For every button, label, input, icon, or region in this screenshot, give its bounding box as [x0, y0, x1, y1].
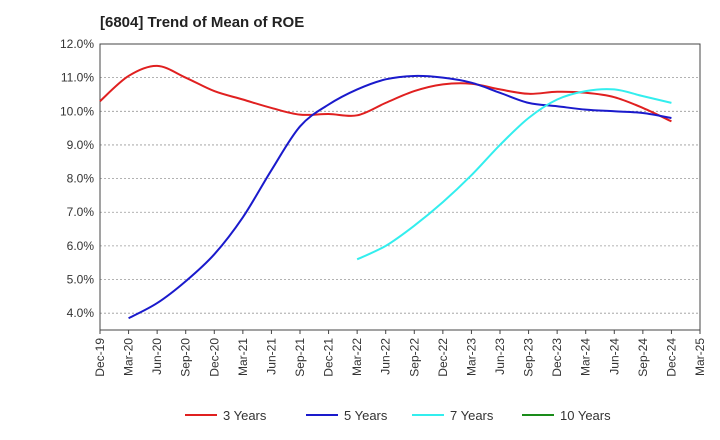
legend-label: 10 Years — [560, 408, 611, 423]
x-tick-label: Dec-22 — [436, 338, 450, 377]
x-tick-label: Mar-25 — [693, 338, 707, 376]
x-tick-label: Jun-22 — [379, 338, 393, 375]
x-tick-label: Sep-24 — [636, 338, 650, 377]
x-tick-label: Jun-21 — [264, 338, 278, 375]
y-tick-label: 12.0% — [60, 37, 94, 51]
legend-label: 3 Years — [223, 408, 267, 423]
x-tick-label: Dec-19 — [93, 338, 107, 377]
x-tick-label: Jun-20 — [150, 338, 164, 375]
x-tick-label: Sep-22 — [407, 338, 421, 377]
x-tick-label: Mar-22 — [350, 338, 364, 376]
series-line-3-years — [99, 64, 672, 123]
y-tick-label: 10.0% — [60, 104, 94, 118]
y-tick-label: 9.0% — [67, 138, 95, 152]
x-tick-label: Sep-23 — [522, 338, 536, 377]
x-tick-label: Sep-21 — [293, 338, 307, 377]
x-tick-label: Jun-24 — [607, 338, 621, 375]
legend-label: 5 Years — [344, 408, 388, 423]
x-tick-label: Mar-23 — [464, 338, 478, 376]
series-line-5-years — [128, 74, 672, 320]
y-tick-label: 4.0% — [67, 306, 95, 320]
y-tick-label: 11.0% — [61, 71, 94, 85]
x-tick-label: Dec-23 — [550, 338, 564, 377]
x-tick-label: Jun-23 — [493, 338, 507, 375]
plot-frame — [99, 43, 701, 331]
series-line-7-years — [356, 88, 672, 261]
y-tick-label: 8.0% — [67, 172, 95, 186]
y-tick-label: 6.0% — [67, 239, 95, 253]
legend-label: 7 Years — [450, 408, 494, 423]
y-tick-label: 7.0% — [67, 205, 95, 219]
x-tick-label: Mar-21 — [236, 338, 250, 376]
x-tick-label: Mar-20 — [122, 338, 136, 376]
x-tick-label: Dec-20 — [207, 338, 221, 377]
chart-title: [6804] Trend of Mean of ROE — [100, 14, 305, 31]
x-tick-label: Dec-21 — [322, 338, 336, 377]
x-tick-label: Dec-24 — [664, 338, 678, 377]
y-tick-label: 5.0% — [67, 273, 95, 287]
x-tick-label: Sep-20 — [179, 338, 193, 377]
x-tick-label: Mar-24 — [579, 338, 593, 376]
